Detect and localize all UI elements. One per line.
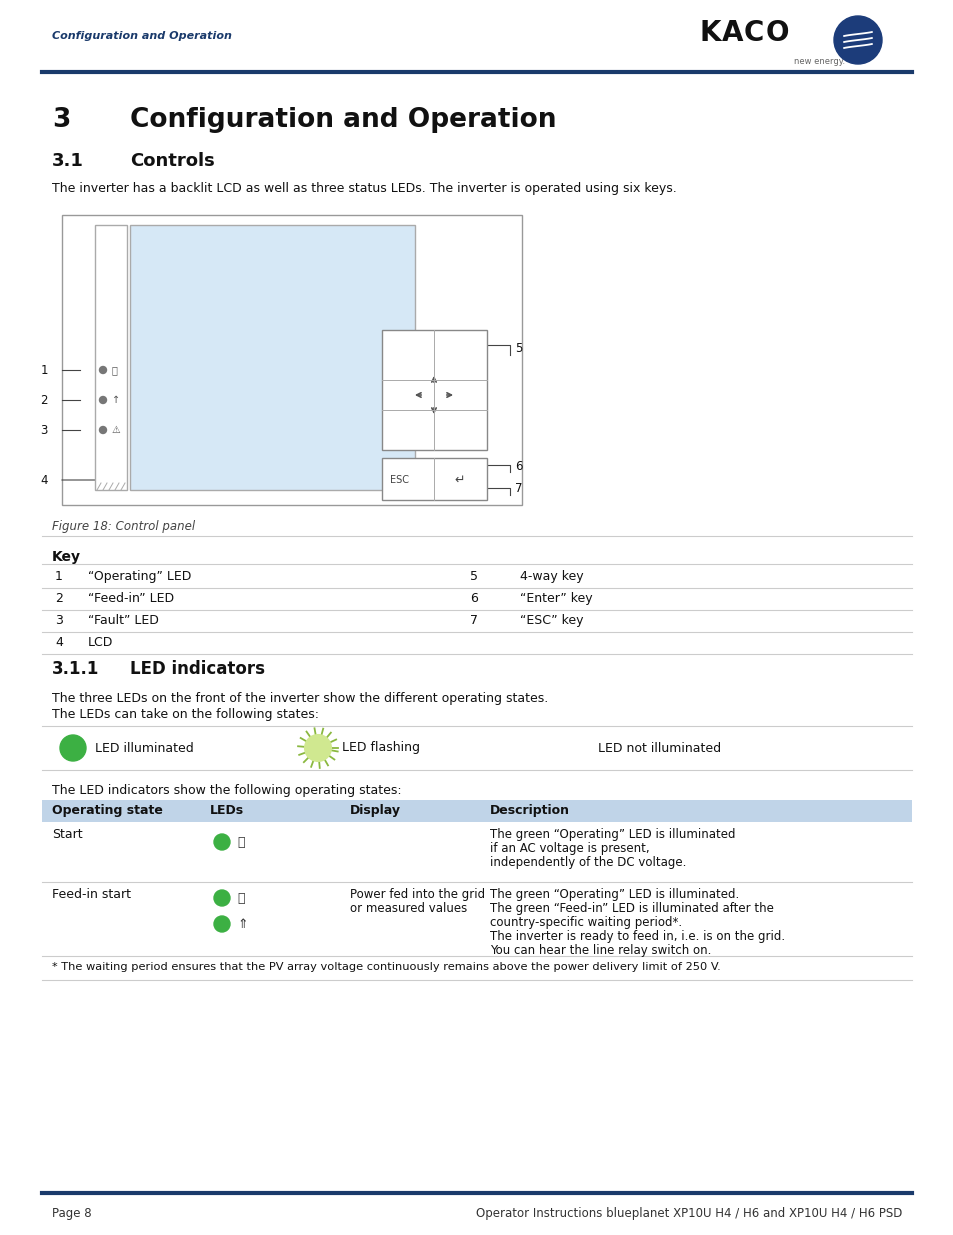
Text: if an AC voltage is present,: if an AC voltage is present, xyxy=(490,842,649,855)
Text: You can hear the line relay switch on.: You can hear the line relay switch on. xyxy=(490,944,711,957)
Text: Feed-in start: Feed-in start xyxy=(52,888,131,902)
Text: 5: 5 xyxy=(515,342,522,354)
Text: Configuration and Operation: Configuration and Operation xyxy=(130,107,556,133)
Text: 3.1.1: 3.1.1 xyxy=(52,659,99,678)
Text: “Enter” key: “Enter” key xyxy=(519,592,592,605)
Circle shape xyxy=(213,834,230,850)
FancyBboxPatch shape xyxy=(62,215,521,505)
Text: LEDs: LEDs xyxy=(210,804,244,818)
Text: ↵: ↵ xyxy=(455,473,465,487)
Text: 4: 4 xyxy=(40,473,48,487)
Text: 2: 2 xyxy=(55,592,63,605)
Text: ⏻: ⏻ xyxy=(236,836,244,848)
Text: Figure 18: Control panel: Figure 18: Control panel xyxy=(52,520,195,534)
Text: The inverter is ready to feed in, i.e. is on the grid.: The inverter is ready to feed in, i.e. i… xyxy=(490,930,784,944)
Text: 3: 3 xyxy=(41,424,48,436)
Text: O: O xyxy=(765,19,789,47)
Text: Operator Instructions blueplanet XP10U H4 / H6 and XP10U H4 / H6 PSD: Operator Instructions blueplanet XP10U H… xyxy=(476,1207,901,1219)
Text: The LED indicators show the following operating states:: The LED indicators show the following op… xyxy=(52,784,401,797)
Text: 2: 2 xyxy=(40,394,48,406)
FancyBboxPatch shape xyxy=(130,225,415,490)
Text: LCD: LCD xyxy=(88,636,113,650)
Text: A: A xyxy=(721,19,742,47)
FancyBboxPatch shape xyxy=(42,800,911,823)
Text: 5: 5 xyxy=(470,571,477,583)
Circle shape xyxy=(99,426,107,433)
Text: “Operating” LED: “Operating” LED xyxy=(88,571,192,583)
Text: 4-way key: 4-way key xyxy=(519,571,583,583)
Text: Power fed into the grid: Power fed into the grid xyxy=(350,888,485,902)
Text: The green “Feed-in” LED is illuminated after the: The green “Feed-in” LED is illuminated a… xyxy=(490,902,773,915)
Text: The LEDs can take on the following states:: The LEDs can take on the following state… xyxy=(52,708,318,721)
Text: independently of the DC voltage.: independently of the DC voltage. xyxy=(490,856,685,869)
Text: 7: 7 xyxy=(515,482,522,494)
Text: ⇑: ⇑ xyxy=(236,918,247,930)
Text: * The waiting period ensures that the PV array voltage continuously remains abov: * The waiting period ensures that the PV… xyxy=(52,962,720,972)
Text: ⏻: ⏻ xyxy=(236,892,244,904)
Text: LED flashing: LED flashing xyxy=(341,741,419,755)
Text: LED indicators: LED indicators xyxy=(130,659,265,678)
Text: Key: Key xyxy=(52,550,81,564)
Text: Description: Description xyxy=(490,804,569,818)
Text: ESC: ESC xyxy=(390,475,409,485)
FancyBboxPatch shape xyxy=(95,225,127,490)
Text: 6: 6 xyxy=(470,592,477,605)
Text: ⚠: ⚠ xyxy=(112,425,121,435)
Text: ⏻: ⏻ xyxy=(112,366,118,375)
Text: “Fault” LED: “Fault” LED xyxy=(88,614,159,627)
Text: 1: 1 xyxy=(55,571,63,583)
Text: ↑: ↑ xyxy=(112,395,120,405)
Text: LED illuminated: LED illuminated xyxy=(95,741,193,755)
Text: Configuration and Operation: Configuration and Operation xyxy=(52,31,232,41)
Circle shape xyxy=(99,367,107,373)
Circle shape xyxy=(305,735,331,761)
Text: 7: 7 xyxy=(470,614,477,627)
Circle shape xyxy=(99,396,107,404)
Text: 3.1: 3.1 xyxy=(52,152,84,170)
Text: The green “Operating” LED is illuminated: The green “Operating” LED is illuminated xyxy=(490,827,735,841)
Text: or measured values: or measured values xyxy=(350,902,467,915)
Circle shape xyxy=(561,735,587,761)
Circle shape xyxy=(60,735,86,761)
Text: Display: Display xyxy=(350,804,400,818)
Text: 1: 1 xyxy=(40,363,48,377)
FancyBboxPatch shape xyxy=(381,330,486,450)
Text: 6: 6 xyxy=(515,459,522,473)
Text: 3: 3 xyxy=(52,107,71,133)
Text: Operating state: Operating state xyxy=(52,804,163,818)
Text: country-specific waiting period*.: country-specific waiting period*. xyxy=(490,916,681,929)
Text: Page 8: Page 8 xyxy=(52,1207,91,1219)
Circle shape xyxy=(833,16,882,64)
Text: The green “Operating” LED is illuminated.: The green “Operating” LED is illuminated… xyxy=(490,888,739,902)
Text: Start: Start xyxy=(52,827,83,841)
Text: The inverter has a backlit LCD as well as three status LEDs. The inverter is ope: The inverter has a backlit LCD as well a… xyxy=(52,182,676,195)
Text: “ESC” key: “ESC” key xyxy=(519,614,583,627)
Text: new energy.: new energy. xyxy=(794,58,844,67)
Circle shape xyxy=(213,890,230,906)
Circle shape xyxy=(213,916,230,932)
Text: K: K xyxy=(700,19,720,47)
Text: 3: 3 xyxy=(55,614,63,627)
Text: 4: 4 xyxy=(55,636,63,650)
Text: Controls: Controls xyxy=(130,152,214,170)
Text: “Feed-in” LED: “Feed-in” LED xyxy=(88,592,174,605)
Text: LED not illuminated: LED not illuminated xyxy=(598,741,720,755)
Text: C: C xyxy=(743,19,763,47)
Text: The three LEDs on the front of the inverter show the different operating states.: The three LEDs on the front of the inver… xyxy=(52,692,548,705)
FancyBboxPatch shape xyxy=(381,458,486,500)
